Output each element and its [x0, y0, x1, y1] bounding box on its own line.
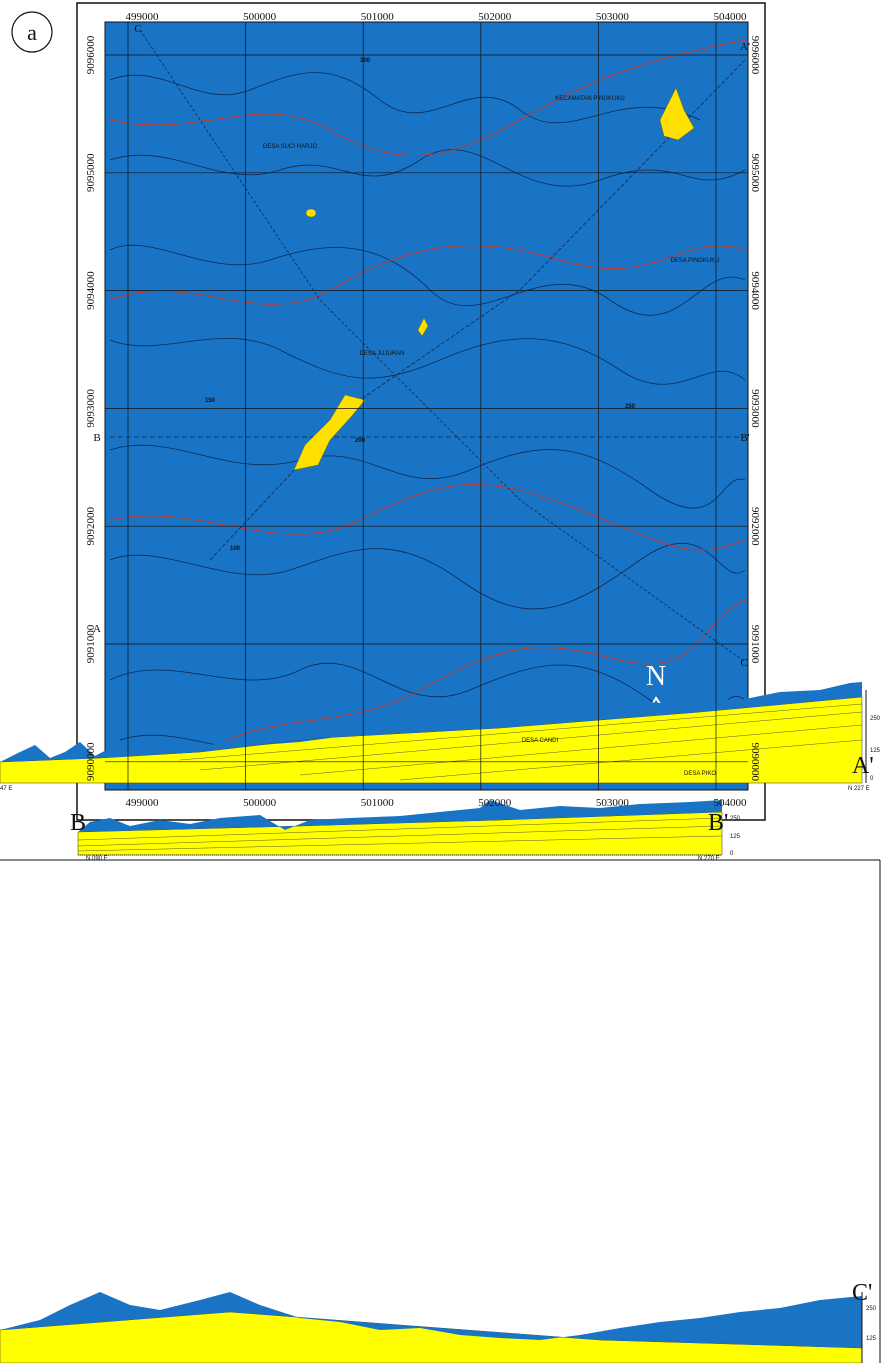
- x-coord-label: 502000: [478, 11, 512, 23]
- section-beds: [179, 703, 863, 781]
- map-area: [104, 21, 749, 791]
- contour-label: 250: [625, 404, 636, 410]
- north-label: N: [646, 661, 666, 692]
- place-label: KECAMATAN PINGKUKU: [555, 96, 624, 102]
- y-coord-label: 9095000: [749, 154, 761, 193]
- scale-label: 250: [870, 716, 881, 722]
- y-coord-label: 9094000: [85, 271, 97, 310]
- panel-circle: [11, 11, 53, 53]
- scale-label: 250: [866, 1306, 877, 1312]
- section-beds: [77, 817, 723, 852]
- section-end: C: [740, 657, 747, 669]
- place-label: DESA PIKO: [684, 771, 716, 777]
- x-coord-label: 500000: [243, 797, 277, 809]
- scale-label: 0: [730, 851, 734, 857]
- x-coord-label: 499000: [126, 797, 160, 809]
- y-coord-label: 9091000: [749, 625, 761, 664]
- y-coord-label: 9095000: [85, 153, 97, 192]
- contour-label: 100: [230, 546, 241, 552]
- x-coord-label: 504000: [714, 11, 748, 23]
- x-coord-label: 501000: [361, 11, 395, 23]
- x-coord-label: 501000: [361, 797, 395, 809]
- place-label: DESA CANDI: [522, 738, 559, 744]
- azimuth: N 227 E: [848, 786, 870, 792]
- y-coord-label: 9094000: [749, 271, 761, 310]
- place-label: DESA SUCI HARJO: [263, 144, 317, 150]
- section-end: B: [93, 432, 100, 444]
- y-coord-label: 9092000: [85, 506, 97, 545]
- y-coord-label: 9090000: [749, 743, 761, 782]
- azimuth: N 270 E: [698, 856, 720, 862]
- y-coord-label: 9091000: [85, 624, 97, 663]
- panel-label: a: [27, 20, 37, 45]
- section-end: A': [852, 753, 874, 779]
- y-coord-label: 9093000: [749, 389, 761, 428]
- scale-label: 125: [870, 748, 881, 754]
- y-coord-label: 9093000: [85, 389, 97, 428]
- deposits: [293, 87, 695, 471]
- scale-label: 250: [730, 816, 741, 822]
- x-coord-label: 503000: [596, 11, 630, 23]
- contour-label: 150: [205, 398, 216, 404]
- scale-label: 0: [870, 776, 874, 782]
- section-end: B': [708, 810, 728, 836]
- contour-label: 200: [355, 438, 366, 444]
- scale-label: 125: [730, 834, 741, 840]
- y-coord-label: 9092000: [749, 507, 761, 546]
- section-end: B': [740, 432, 749, 444]
- section-end: A: [93, 623, 101, 635]
- x-coord-label: 504000: [714, 797, 748, 809]
- azimuth: 47 E: [0, 786, 12, 792]
- y-coord-label: 9096000: [749, 36, 761, 75]
- azimuth: N 090 E: [86, 856, 108, 862]
- section-end: C': [852, 1280, 872, 1306]
- contour-label: 300: [360, 58, 371, 64]
- section-end: C: [134, 23, 141, 35]
- section-cover: [0, 682, 862, 762]
- x-coord-label: 503000: [596, 797, 630, 809]
- section-end: A': [740, 41, 750, 53]
- section-start: B: [70, 810, 86, 836]
- y-coord-label: 9090000: [85, 742, 97, 781]
- y-coord-label: 9096000: [85, 35, 97, 74]
- x-coord-label: 499000: [126, 11, 160, 23]
- section-cover: [0, 1292, 862, 1348]
- x-coord-label: 502000: [478, 797, 512, 809]
- place-label: DESA PINGKUKU: [670, 258, 719, 264]
- x-coord-label: 500000: [243, 11, 277, 23]
- scale-label: 125: [866, 1336, 877, 1342]
- place-label: DESA JUJURAN: [359, 351, 404, 357]
- section-cover: [78, 800, 722, 832]
